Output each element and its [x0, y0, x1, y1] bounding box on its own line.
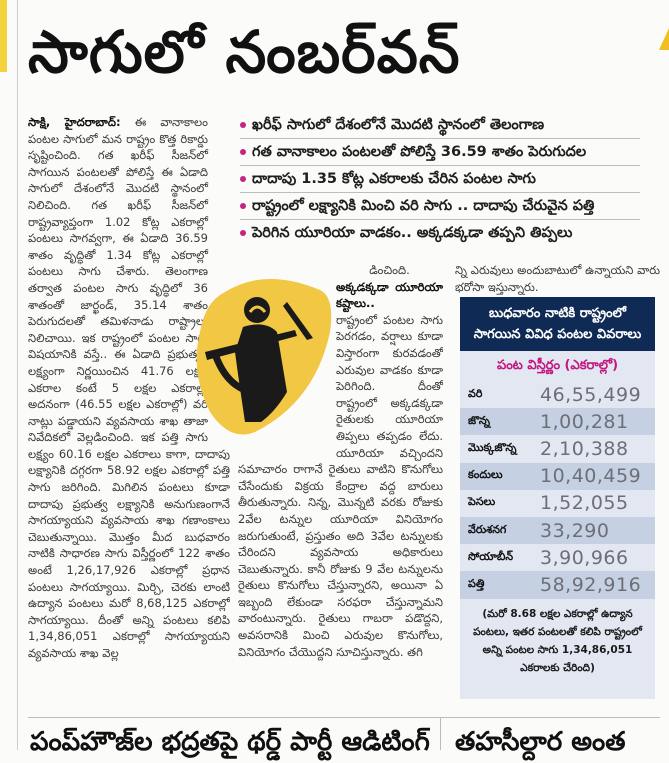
crop-acres: 10,40,459 [540, 465, 642, 488]
highlight-item: గత వానాకాలం పంటలతో పోలిస్తే 36.59 శాతం ప… [240, 139, 640, 166]
table-row: పత్తి 58,92,916 [460, 571, 655, 599]
table-row: వేరుశనగ 33,290 [460, 516, 655, 545]
column-divider [17, 0, 18, 750]
table-row: పెసలు 1,52,055 [460, 490, 655, 517]
article-body: రాష్ట్రంలో పంటల సాగు పెరగడం, వర్షాలు కూడ… [238, 312, 443, 659]
crop-name: వరి [468, 386, 483, 400]
crop-acres: 1,00,281 [540, 410, 629, 433]
crop-name: మొక్కజొన్న [468, 440, 517, 454]
column-divider [440, 718, 441, 750]
crop-acres: 3,90,966 [540, 546, 629, 569]
adjacent-graphic-fragment [659, 28, 669, 50]
table-row: జొన్న 1,00,281 [460, 408, 655, 436]
table-row: సోయాబీన్ 3,90,966 [460, 544, 655, 571]
highlight-text: పెరిగిన యూరియా వాడకం.. అక్కడక్కడా తప్పని… [252, 225, 573, 241]
crop-name: పత్తి [468, 576, 485, 590]
article-body-continued: డించింది. [369, 263, 410, 277]
highlight-text: దాదాపు 1.35 కోట్ల ఎకరాలకు చేరిన పంటల సాగ… [252, 171, 536, 187]
highlights-list: ఖరీఫ్ సాగులో దేశంలోనే మొదటి స్థానంలో తెల… [240, 112, 650, 246]
farmer-with-pickaxe-illustration [196, 278, 332, 435]
article-body: ఈ వానాకాలం పంటల సాగులో మన రాష్ట్రం కొత్త… [28, 115, 230, 660]
article-column-2: డించింది. అక్కడక్కడా యూరియా కష్టాలు.. రా… [238, 262, 443, 712]
section-divider [28, 717, 660, 718]
adjacent-article-color-bar [0, 0, 7, 72]
article-body-end: న్ని ఎరువులు అందుబాటులో ఉన్నాయని వారు భర… [455, 263, 660, 294]
bullet-dot-icon [240, 176, 246, 182]
dateline: సాక్షి, హైదరాబాద్: [28, 115, 121, 129]
bullet-dot-icon [240, 230, 246, 236]
table-row: వరి 46,55,499 [460, 381, 655, 408]
highlight-text: ఖరీఫ్ సాగులో దేశంలోనే మొదటి స్థానంలో తెల… [252, 117, 545, 133]
crop-name: వేరుశనగ [468, 522, 507, 536]
crop-acres: 1,52,055 [540, 492, 629, 515]
crop-acres: 33,290 [540, 519, 610, 542]
subheading: అక్కడక్కడా యూరియా కష్టాలు.. [336, 279, 443, 311]
article-column-3: న్ని ఎరువులు అందుబాటులో ఉన్నాయని వారు భర… [455, 262, 660, 298]
article-column-1: సాక్షి, హైదరాబాద్: ఈ వానాకాలం పంటల సాగుల… [28, 114, 230, 712]
highlight-item: దాదాపు 1.35 కోట్ల ఎకరాలకు చేరిన పంటల సాగ… [240, 166, 640, 193]
bullet-dot-icon [240, 122, 246, 128]
crop-name: పెసలు [468, 495, 496, 509]
crop-name: సోయాబీన్ [468, 549, 514, 563]
crop-name: జొన్న [468, 413, 490, 427]
highlight-item: ఖరీఫ్ సాగులో దేశంలోనే మొదటి స్థానంలో తెల… [240, 112, 640, 139]
crop-acres: 46,55,499 [540, 383, 642, 406]
next-article-headline: పంప్‌హౌజ్‌ల భద్రతపై థర్డ్ పార్టీ ఆడిటింగ… [30, 727, 430, 757]
crop-area-table: బుధవారం నాటికి రాష్ట్రంలో సాగయిన వివిధ ప… [460, 297, 655, 699]
table-title: బుధవారం నాటికి రాష్ట్రంలో సాగయిన వివిధ ప… [460, 297, 655, 351]
crop-name: కందులు [468, 468, 503, 482]
headline: సాగులో నంబర్‌వన్ [28, 18, 461, 86]
highlight-item: పెరిగిన యూరియా వాడకం.. అక్కడక్కడా తప్పని… [240, 220, 640, 246]
table-subtitle: పంట విస్తీర్ణం (ఎకరాల్లో) [496, 358, 619, 373]
next-article-headline: తహసీల్దార అంత [455, 727, 626, 757]
highlight-text: గత వానాకాలం పంటలతో పోలిస్తే 36.59 శాతం ప… [252, 144, 587, 160]
crop-acres: 2,10,388 [540, 437, 629, 460]
highlight-text: రాష్ట్రంలో లక్ష్యానికి మించి వరి సాగు ..… [252, 198, 595, 214]
table-row: మొక్కజొన్న 2,10,388 [460, 435, 655, 462]
table-row: కందులు 10,40,459 [460, 462, 655, 490]
highlight-item: రాష్ట్రంలో లక్ష్యానికి మించి వరి సాగు ..… [240, 193, 640, 220]
crop-acres: 58,92,916 [540, 573, 642, 596]
bullet-dot-icon [240, 149, 246, 155]
bullet-dot-icon [240, 203, 246, 209]
table-footnote: (మరో 8.68 లక్షల ఎకరాల్లో ఉద్యాన పంటలు, ఇ… [473, 607, 642, 674]
